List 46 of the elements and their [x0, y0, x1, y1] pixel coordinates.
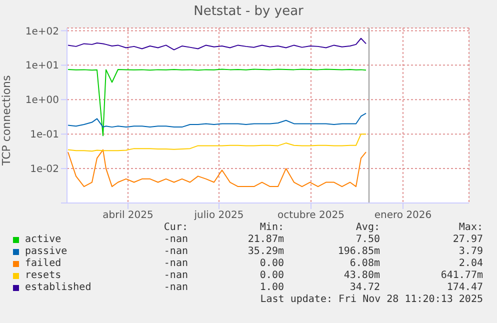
text: -nan	[162, 234, 188, 245]
line-series	[68, 68, 366, 136]
text: Last update: Fri Nov 28 11:20:13 2025	[259, 294, 483, 305]
y-tick-label: 1e+00	[25, 95, 59, 106]
text: -nan	[162, 258, 188, 269]
y-tick-label: 1e-01	[30, 130, 59, 141]
text: 27.97	[452, 234, 483, 245]
legend-label: failed	[24, 258, 62, 269]
text: 1.00	[260, 282, 284, 293]
text: Cur:	[162, 222, 188, 233]
legend-label: established	[24, 282, 92, 293]
text: 2.04	[458, 258, 483, 269]
text: 35.29m	[248, 246, 284, 257]
line-series	[68, 134, 366, 152]
text: 3.79	[458, 246, 483, 257]
text: 43.80m	[344, 270, 380, 281]
line-series	[68, 112, 366, 128]
line-series	[68, 38, 366, 50]
text: 34.72	[350, 282, 380, 293]
text: 174.47	[446, 282, 483, 293]
y-axis-title: TCP connections	[0, 75, 13, 166]
text: Min:	[260, 222, 284, 233]
x-tick-label: enero 2026	[374, 210, 432, 222]
text: -nan	[162, 270, 188, 281]
text: 196.85m	[338, 246, 380, 257]
legend-label: active	[24, 234, 62, 245]
text: 6.08m	[350, 258, 380, 269]
text: 641.77m	[440, 270, 483, 281]
text: -nan	[164, 282, 188, 293]
legend-label: passive	[24, 246, 68, 257]
legend-label: resets	[24, 270, 62, 281]
y-tick-label: 1e+02	[25, 26, 59, 38]
text: 21.87m	[248, 234, 284, 245]
text: Avg:	[356, 222, 380, 233]
y-tick-label: 1e-02	[30, 164, 59, 176]
text: -nan	[162, 246, 188, 257]
text: 7.50	[356, 234, 380, 245]
y-tick-label: 1e+01	[25, 60, 59, 72]
line-series	[68, 149, 366, 188]
text: 0.00	[260, 258, 284, 269]
text: Max:	[458, 222, 483, 233]
x-tick-label: abril 2025	[102, 210, 154, 222]
text: 0.00	[260, 270, 284, 281]
chart-title: Netstat - by year	[192, 4, 304, 19]
x-tick-label: julio 2025	[193, 210, 244, 222]
x-tick-label: octubre 2025	[278, 210, 344, 222]
